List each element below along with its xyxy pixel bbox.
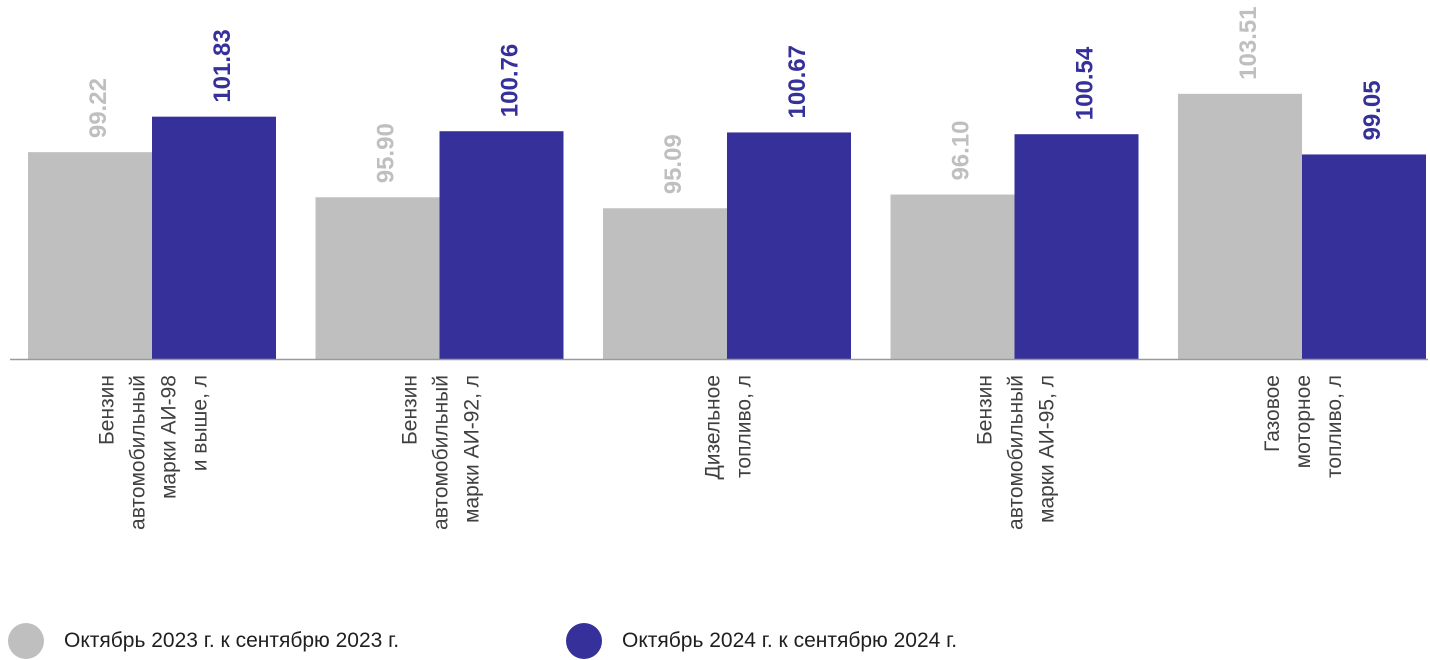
category-label-5-line2: моторное bbox=[1292, 375, 1315, 468]
category-label-4-line1: Бензин bbox=[974, 375, 997, 445]
data-label-series1-4: 96.10 bbox=[948, 120, 975, 180]
legend-item-2024: Октябрь 2024 г. к сентябрю 2024 г. bbox=[566, 623, 957, 659]
data-label-series1-2: 95.90 bbox=[373, 123, 400, 183]
bar-series2-3 bbox=[727, 132, 851, 359]
category-label-2-line3: марки АИ-92, л bbox=[461, 375, 484, 523]
bar-series2-1 bbox=[152, 116, 276, 359]
data-label-series2-1: 101.83 bbox=[209, 29, 236, 102]
data-label-series1-5: 103.51 bbox=[1235, 6, 1262, 79]
category-label-1-line1: Бензин bbox=[96, 375, 119, 445]
category-label-5-line3: топливо, л bbox=[1323, 375, 1346, 478]
category-label-3-line2: топливо, л bbox=[733, 375, 756, 478]
bar-series2-5 bbox=[1302, 154, 1426, 359]
category-label-3-line1: Дизельное bbox=[702, 375, 725, 479]
data-label-series2-2: 100.76 bbox=[497, 44, 524, 117]
bar-series2-4 bbox=[1014, 134, 1139, 359]
bar-series1-5 bbox=[1178, 93, 1302, 359]
legend-swatch-2024 bbox=[566, 623, 602, 659]
bar-series1-1 bbox=[28, 152, 152, 359]
legend-swatch-2023 bbox=[8, 623, 44, 659]
data-label-series1-1: 99.22 bbox=[85, 78, 112, 138]
category-label-1-line3: марки АИ-98 bbox=[158, 375, 181, 499]
bar-series1-3 bbox=[603, 208, 727, 359]
bar-series1-2 bbox=[315, 197, 440, 359]
bar-series2-2 bbox=[439, 131, 564, 359]
category-label-5-line1: Газовое bbox=[1261, 375, 1284, 452]
category-label-4-line2: автомобильный bbox=[1005, 375, 1028, 530]
category-label-1-line4: и выше, л bbox=[189, 375, 212, 471]
data-label-series2-5: 99.05 bbox=[1359, 80, 1386, 140]
category-label-1-line2: автомобильный bbox=[127, 375, 150, 530]
bar-series1-4 bbox=[890, 194, 1015, 359]
category-label-2-line2: автомобильный bbox=[430, 375, 453, 530]
data-label-series2-3: 100.67 bbox=[784, 45, 811, 118]
category-label-2-line1: Бензин bbox=[399, 375, 422, 445]
legend-label-2024: Октябрь 2024 г. к сентябрю 2024 г. bbox=[622, 629, 958, 652]
bar-chart: 99.22 95.90 95.09 96.10 103.51 101.83 100.76 10… bbox=[10, 6, 1428, 530]
data-label-series1-3: 95.09 bbox=[660, 134, 687, 194]
category-label-4-line3: марки АИ-95, л bbox=[1036, 375, 1059, 523]
legend-label-2023: Октябрь 2023 г. к сентябрю 2023 г. bbox=[64, 629, 400, 652]
legend-item-2023: Октябрь 2023 г. к сентябрю 2023 г. bbox=[8, 623, 399, 659]
data-label-series2-4: 100.54 bbox=[1072, 46, 1099, 120]
